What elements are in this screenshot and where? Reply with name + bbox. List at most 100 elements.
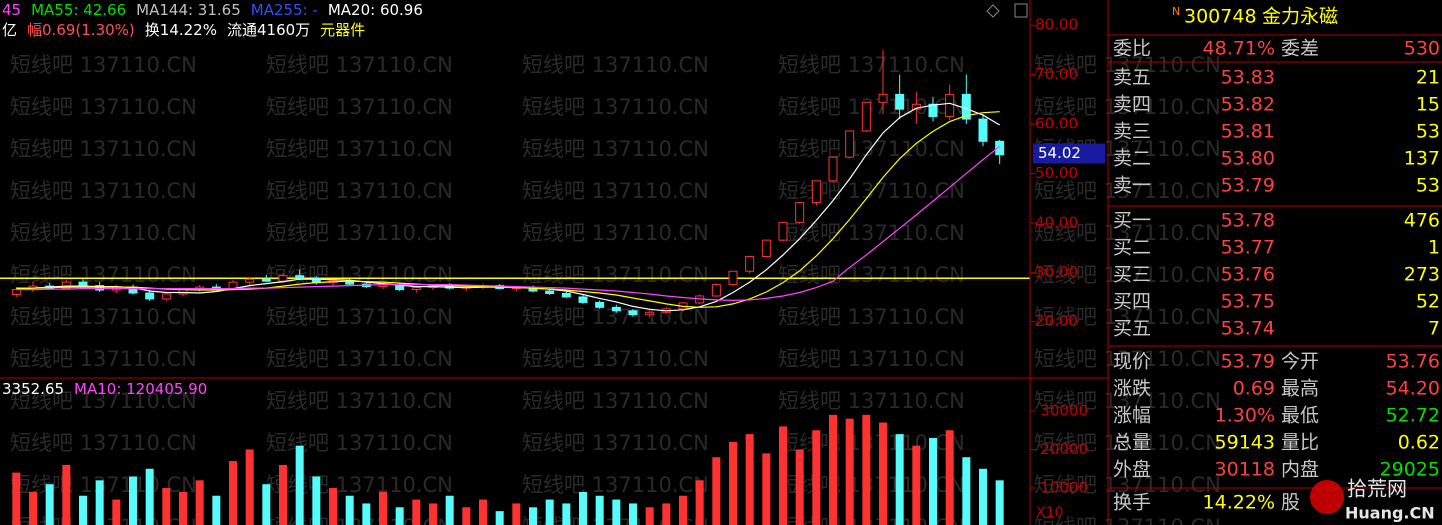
book-label: 买五 (1113, 318, 1151, 340)
y-tick-label: 20000 (1040, 440, 1088, 458)
volume-bar (895, 434, 904, 525)
watermark: 短线吧 137110.CN (778, 263, 965, 287)
header-item: 换14.22% (145, 21, 217, 39)
window-button[interactable] (1014, 3, 1028, 18)
candle-body (795, 202, 805, 223)
candle-body (995, 140, 1005, 156)
header-item: 幅0.69(1.30%) (27, 21, 135, 39)
volume-bar (595, 495, 604, 525)
book-label: 买三 (1113, 264, 1151, 286)
volume-bar (279, 464, 287, 525)
volume-bar (29, 491, 37, 525)
row-value: 0.69 (1233, 378, 1275, 400)
watermark: 短线吧 137110.CN (1034, 53, 1221, 77)
y-tick-label: 30000 (1040, 402, 1088, 420)
volume-bar (479, 499, 487, 525)
ma-line (16, 111, 1000, 308)
book-label: 买四 (1113, 291, 1151, 313)
watermark: 短线吧 137110.CN (522, 431, 709, 455)
volume-bar (295, 445, 304, 525)
candle-body (778, 221, 788, 241)
stock-name: 金力永磁 (1262, 6, 1338, 28)
logo-text: 拾荒网 (1347, 477, 1407, 501)
watermark: 短线吧 137110.CN (1034, 473, 1221, 497)
volume-bar (929, 437, 937, 525)
watermark: 短线吧 137110.CN (266, 137, 453, 161)
watermark: 短线吧 137110.CN (522, 473, 709, 497)
candle-body (761, 239, 771, 257)
row-label: 最低 (1281, 405, 1319, 427)
row-value: 48.71% (1203, 38, 1275, 60)
y-tick-label: 20.00 (1035, 312, 1078, 330)
watermark: 短线吧 137110.CN (1034, 95, 1221, 119)
volume-bar (945, 430, 954, 525)
row-value: 52.72 (1386, 405, 1440, 427)
volume-bar (329, 488, 337, 525)
volume-bar (645, 507, 654, 525)
diamond-button[interactable] (986, 4, 1000, 18)
volume-bar (429, 503, 437, 525)
book-label: 卖二 (1113, 148, 1151, 170)
row-label: 涨跌 (1113, 378, 1151, 400)
volume-bar (512, 503, 521, 525)
watermark: 短线吧 137110.CN (522, 347, 709, 371)
flag: N (1172, 5, 1180, 18)
watermark: 短线吧 137110.CN (266, 305, 453, 329)
volume-bar (745, 434, 754, 525)
header-item: 45 (2, 1, 21, 19)
candle-body (928, 103, 938, 118)
header-item: MA144: 31.65 (136, 1, 241, 19)
volume-bar (195, 480, 204, 525)
watermark: 短线吧 137110.CN (1034, 389, 1221, 413)
watermark: 短线吧 137110.CN (10, 95, 197, 119)
watermark: 短线吧 137110.CN (10, 221, 197, 245)
volume-bar (529, 507, 537, 525)
book-volume: 21 (1416, 67, 1440, 89)
y-tick-label: 30.00 (1035, 263, 1078, 281)
row-label: 股 (1281, 492, 1300, 514)
row-value: 14.22% (1203, 492, 1275, 514)
volume-bar (245, 449, 254, 525)
watermark: 短线吧 137110.CN (778, 347, 965, 371)
volume-bar (312, 476, 321, 525)
row-label: 换手 (1113, 492, 1151, 514)
volume-bar (962, 457, 971, 525)
logo-sub: Huang.CN (1345, 504, 1435, 523)
header-item: MA10: 120405.90 (74, 380, 207, 398)
candle-body (145, 292, 155, 300)
candle-body (61, 281, 71, 289)
volume-bar (679, 495, 687, 525)
volume-bar (45, 484, 54, 525)
watermark: 短线吧 137110.CN (266, 95, 453, 119)
header-item: 3352.65 (2, 380, 64, 398)
volume-bar (695, 480, 704, 525)
volume-bar (662, 503, 671, 525)
ma-line (16, 145, 1001, 302)
header-line: 3352.65 MA10: 120405.90 (2, 380, 207, 398)
book-volume: 53 (1416, 121, 1440, 143)
row-label: 今开 (1281, 351, 1319, 373)
header-item: MA55: 42.66 (31, 1, 126, 19)
candle-body (11, 289, 21, 295)
volume-bar (612, 499, 621, 525)
watermark-layer: 短线吧 137110.CN 短线吧 137110.CN 短线吧 137110.CN 短… (10, 53, 1221, 525)
candle-body (578, 296, 588, 303)
price-marker-label: 54.02 (1038, 144, 1081, 162)
volume-bar (345, 495, 354, 525)
row-label: 最高 (1281, 378, 1319, 400)
volume-bar (129, 476, 137, 525)
watermark: 短线吧 137110.CN (778, 179, 965, 203)
volume-bar (395, 507, 404, 525)
row-label: 量比 (1281, 432, 1319, 454)
book-price: 53.83 (1221, 67, 1275, 89)
watermark: 短线吧 137110.CN (1034, 347, 1221, 371)
y-tick-label: 80.00 (1035, 16, 1078, 34)
header-item: 流通4160万 (227, 21, 310, 39)
watermark: 短线吧 137110.CN (10, 431, 197, 455)
watermark: 短线吧 137110.CN (10, 305, 197, 329)
watermark: 短线吧 137110.CN (266, 221, 453, 245)
